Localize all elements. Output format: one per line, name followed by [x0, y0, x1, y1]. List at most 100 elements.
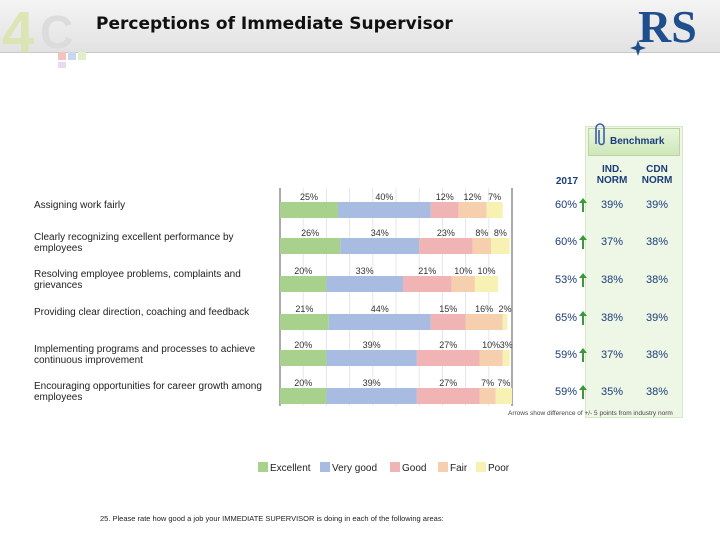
row-label: Clearly recognizing excellent performanc… — [34, 232, 234, 254]
data-label: 33% — [356, 266, 374, 276]
data-label: 20% — [294, 266, 312, 276]
data-label: 7% — [497, 378, 510, 388]
bar-segment — [340, 238, 420, 254]
rs-logo: RS — [630, 1, 697, 56]
value-cdn-norm: 38% — [645, 386, 669, 398]
data-label: 10% — [482, 340, 500, 350]
value-cdn-norm: 39% — [645, 199, 669, 211]
page-title: Perceptions of Immediate Supervisor — [96, 14, 453, 34]
legend-item: Excellent — [258, 462, 311, 474]
row-label: Providing clear direction, coaching and … — [34, 307, 250, 318]
svg-text:C: C — [40, 6, 73, 58]
up-arrow-icon — [579, 198, 587, 212]
data-label: 27% — [439, 340, 457, 350]
data-label: 10% — [477, 266, 495, 276]
data-label: 3% — [500, 340, 513, 350]
value-cdn-norm: 39% — [645, 312, 669, 324]
bar-segment — [474, 276, 499, 292]
survey-question-footnote: 25. Please rate how good a job your IMME… — [100, 514, 444, 523]
bar-segment — [451, 276, 475, 292]
value-cdn-norm: 38% — [645, 236, 669, 248]
data-label: 16% — [475, 304, 493, 314]
data-label: 26% — [301, 228, 319, 238]
svg-text:4: 4 — [2, 0, 34, 65]
value-ind-norm: 37% — [600, 236, 624, 248]
data-label: 39% — [363, 340, 381, 350]
bar-segment — [430, 314, 466, 330]
svg-text:RS: RS — [638, 1, 697, 52]
bar-segment — [280, 350, 327, 366]
data-label: 2% — [499, 304, 512, 314]
legend-item: Very good — [320, 462, 377, 474]
data-label: 44% — [371, 304, 389, 314]
legend-swatch — [320, 462, 330, 472]
data-label: 15% — [439, 304, 457, 314]
bar-segment — [416, 350, 480, 366]
value-2017: 59% — [554, 386, 578, 398]
data-label: 7% — [488, 192, 501, 202]
data-label: 8% — [475, 228, 488, 238]
value-2017: 65% — [554, 312, 578, 324]
data-label: 8% — [494, 228, 507, 238]
legend-swatch — [438, 462, 448, 472]
up-arrow-icon — [579, 348, 587, 362]
col-header-cdn-norm: CDN NORM — [641, 164, 673, 186]
data-label: 20% — [294, 378, 312, 388]
col-header-2017: 2017 — [555, 176, 579, 187]
value-ind-norm: 39% — [600, 199, 624, 211]
data-label: 7% — [481, 378, 494, 388]
value-2017: 60% — [554, 236, 578, 248]
bar-segment — [326, 388, 417, 404]
bar-segment — [430, 202, 459, 218]
bar-segment — [280, 238, 341, 254]
bar-segment — [486, 202, 503, 218]
bar-segment — [280, 314, 329, 330]
bar-segment — [326, 350, 417, 366]
value-ind-norm: 37% — [600, 349, 624, 361]
bar-segment — [495, 388, 512, 404]
row-label: Assigning work fairly — [34, 200, 126, 211]
bar-segment — [326, 276, 403, 292]
bar-segment — [479, 350, 503, 366]
data-label: 23% — [437, 228, 455, 238]
bar-segment — [328, 314, 431, 330]
bar-segment — [472, 238, 492, 254]
up-arrow-icon — [579, 385, 587, 399]
data-label: 12% — [464, 192, 482, 202]
bar-segment — [491, 238, 510, 254]
data-label: 10% — [454, 266, 472, 276]
data-label: 40% — [375, 192, 393, 202]
col-header-ind-norm: IND. NORM — [596, 164, 628, 186]
value-cdn-norm: 38% — [645, 349, 669, 361]
legend-swatch — [476, 462, 486, 472]
data-label: 39% — [363, 378, 381, 388]
value-ind-norm: 38% — [600, 274, 624, 286]
bar-segment — [502, 350, 510, 366]
legend-swatch — [258, 462, 268, 472]
data-label: 21% — [295, 304, 313, 314]
benchmark-note: Arrows show difference of +/- 5 points f… — [508, 410, 673, 417]
value-2017: 53% — [554, 274, 578, 286]
legend-item: Poor — [476, 462, 509, 474]
legend-item: Fair — [438, 462, 467, 474]
up-arrow-icon — [579, 311, 587, 325]
value-ind-norm: 38% — [600, 312, 624, 324]
data-label: 20% — [294, 340, 312, 350]
value-2017: 59% — [554, 349, 578, 361]
value-ind-norm: 35% — [600, 386, 624, 398]
data-label: 12% — [436, 192, 454, 202]
4c-logo: 4 C — [2, 0, 86, 68]
bar-segment — [402, 276, 452, 292]
data-label: 21% — [418, 266, 436, 276]
bar-segment — [419, 238, 473, 254]
value-cdn-norm: 38% — [645, 274, 669, 286]
bar-segment — [502, 314, 508, 330]
bar-segment — [280, 388, 327, 404]
up-arrow-icon — [579, 235, 587, 249]
benchmark-panel — [585, 126, 683, 418]
value-2017: 60% — [554, 199, 578, 211]
up-arrow-icon — [579, 273, 587, 287]
bar-segment — [465, 314, 503, 330]
header-bar — [0, 0, 720, 53]
data-label: 27% — [439, 378, 457, 388]
